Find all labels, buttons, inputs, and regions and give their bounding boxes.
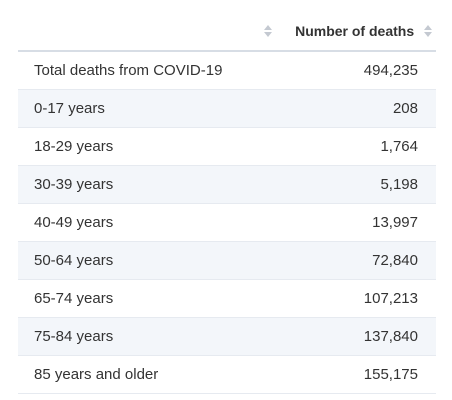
table-row: 65-74 years 107,213 bbox=[18, 279, 436, 318]
row-value: 155,175 bbox=[278, 355, 436, 394]
row-value: 494,235 bbox=[278, 51, 436, 90]
row-label: 75-84 years bbox=[18, 317, 278, 356]
row-value: 1,764 bbox=[278, 127, 436, 166]
table-row: Total deaths from COVID-19 494,235 bbox=[18, 51, 436, 90]
table-row: 50-64 years 72,840 bbox=[18, 241, 436, 280]
header-row: Number of deaths bbox=[18, 12, 436, 52]
row-value: 208 bbox=[278, 89, 436, 128]
sort-up-down-icon[interactable] bbox=[264, 25, 272, 38]
row-label: 0-17 years bbox=[18, 89, 278, 128]
deaths-table-container: Number of deaths Total deaths from COVID… bbox=[18, 12, 436, 394]
table-row: 40-49 years 13,997 bbox=[18, 203, 436, 242]
row-label: 85 years and older bbox=[18, 355, 278, 394]
table-row: 30-39 years 5,198 bbox=[18, 165, 436, 204]
row-label: 65-74 years bbox=[18, 279, 278, 318]
table-row: 75-84 years 137,840 bbox=[18, 317, 436, 356]
label-column-header[interactable] bbox=[18, 12, 278, 52]
row-value: 72,840 bbox=[278, 241, 436, 280]
table-row: 0-17 years 208 bbox=[18, 89, 436, 128]
table-row: 18-29 years 1,764 bbox=[18, 127, 436, 166]
row-value: 13,997 bbox=[278, 203, 436, 242]
number-of-deaths-column-title: Number of deaths bbox=[295, 23, 415, 39]
row-label: 30-39 years bbox=[18, 165, 278, 204]
deaths-table: Number of deaths Total deaths from COVID… bbox=[18, 12, 436, 394]
row-label: 50-64 years bbox=[18, 241, 278, 280]
row-value: 5,198 bbox=[278, 165, 436, 204]
row-label: Total deaths from COVID-19 bbox=[18, 51, 278, 90]
row-label: 40-49 years bbox=[18, 203, 278, 242]
number-of-deaths-column-header[interactable]: Number of deaths bbox=[278, 12, 436, 52]
table-header: Number of deaths bbox=[18, 12, 436, 52]
row-value: 137,840 bbox=[278, 317, 436, 356]
sort-up-down-icon[interactable] bbox=[424, 25, 432, 38]
table-row: 85 years and older 155,175 bbox=[18, 355, 436, 394]
row-label: 18-29 years bbox=[18, 127, 278, 166]
row-value: 107,213 bbox=[278, 279, 436, 318]
table-body: Total deaths from COVID-19 494,235 0-17 … bbox=[18, 51, 436, 394]
